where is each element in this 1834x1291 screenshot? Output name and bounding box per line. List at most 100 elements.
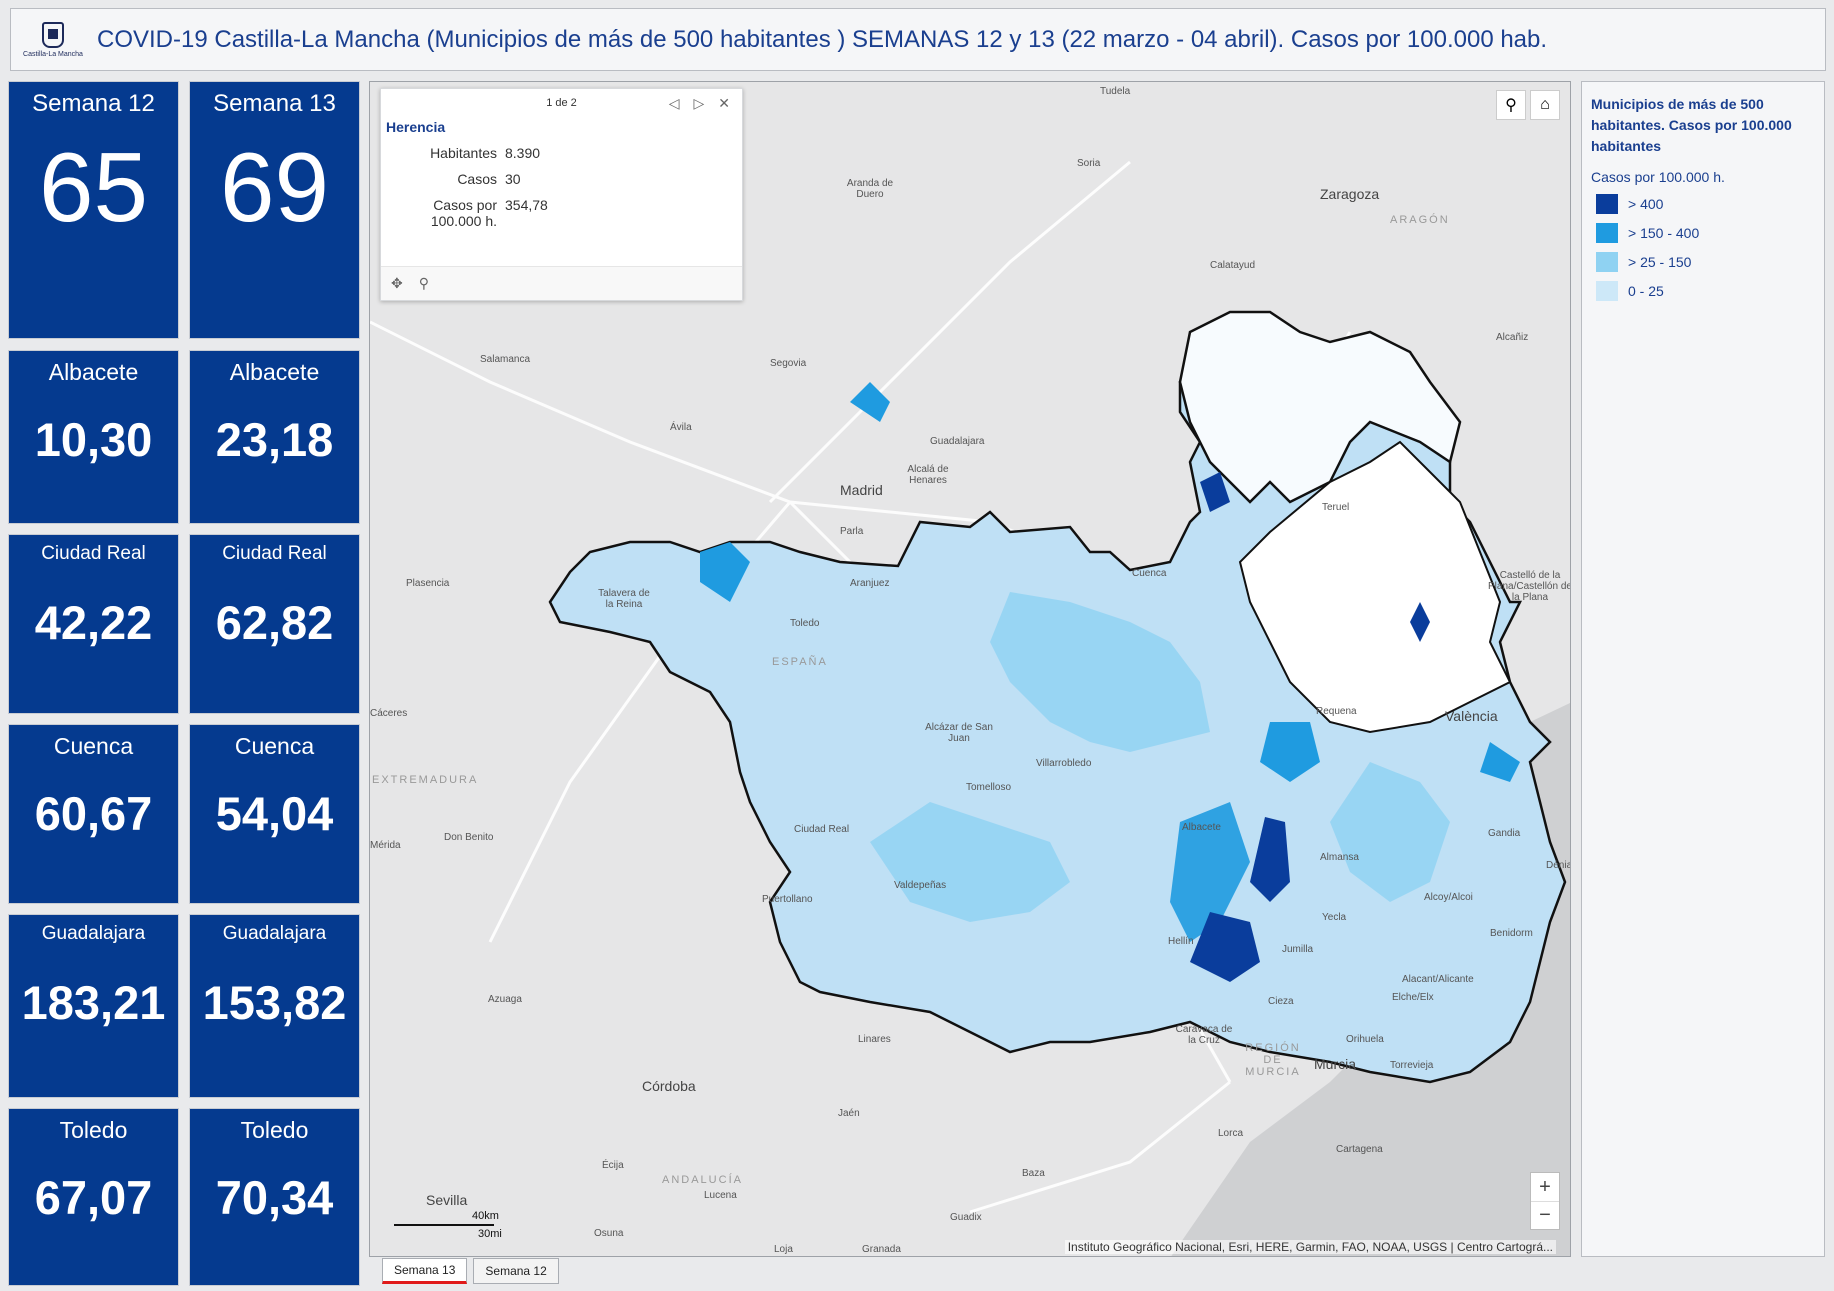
tile-guadalajara-semana-13: Guadalajara 153,82 [189,914,360,1098]
place-label: Gandia [1488,828,1521,839]
place-label: Loja [774,1244,793,1255]
place-label: Plasencia [406,578,450,589]
zoom-control: + − [1530,1172,1560,1230]
popup-title: Herencia [386,119,446,135]
popup-row-key: Casos [457,171,497,187]
place-label: Puertollano [762,894,813,905]
tile-value: 70,34 [215,1171,334,1224]
home-button[interactable]: ⌂ [1530,90,1560,120]
place-label: Cuenca [1132,568,1167,579]
map-view[interactable]: Tudela Soria Zaragoza ARAGÓN Aranda de D… [369,81,1571,1257]
pan-icon[interactable]: ✥ [391,275,403,291]
tile-semana-12: Semana 12 65 [8,81,179,339]
place-label: Osuna [594,1228,624,1239]
legend-swatch [1596,281,1618,301]
search-button[interactable]: ⚲ [1496,90,1526,120]
place-label: Elche/Elx [1392,992,1434,1003]
tab-semana-13[interactable]: Semana 13 [382,1258,468,1284]
place-label: Ávila [670,422,692,433]
popup-row: Casos 30 [381,171,742,187]
tile-value: 65 [38,132,148,242]
legend-swatch [1596,194,1618,214]
place-label: Salamanca [480,354,531,365]
place-label: Castelló de la Plana/Castellón de la Pla… [1488,570,1571,603]
coat-of-arms-icon [42,21,64,48]
place-label: Guadalajara [930,436,985,447]
place-label: Sevilla [426,1192,468,1208]
tile-value: 62,82 [215,596,334,649]
place-label: Caravaca de la Cruz [1175,1024,1233,1046]
place-label: Baza [1022,1168,1045,1179]
tile-label: Ciudad Real [222,543,327,564]
place-label: València [1445,708,1498,724]
castilla-la-mancha-logo: Castilla-La Mancha [23,15,83,65]
place-label: Calatayud [1210,260,1256,271]
place-label: Benidorm [1490,928,1533,939]
close-icon[interactable]: ✕ [718,95,730,111]
place-label: Torrevieja [1390,1060,1434,1071]
place-label: Zaragoza [1320,186,1380,202]
place-label: Linares [858,1034,891,1045]
tile-value: 183,21 [21,976,166,1029]
tile-guadalajara-semana-12: Guadalajara 183,21 [8,914,179,1098]
popup-pager: 1 de 2 [546,97,577,109]
dashboard-header: Castilla-La Mancha COVID-19 Castilla-La … [10,8,1826,71]
zoom-to-icon[interactable]: ⚲ [418,275,429,291]
tile-albacete-semana-12: Albacete 10,30 [8,350,179,524]
tile-value: 67,07 [34,1171,153,1224]
popup-row-key: Casos por 100.000 h. [430,197,497,229]
place-label: Alcoy/Alcoi [1424,892,1473,903]
place-label: Guadix [950,1212,982,1223]
tile-albacete-semana-13: Albacete 23,18 [189,350,360,524]
legend-label: > 150 - 400 [1628,225,1700,241]
legend-subtitle: Casos por 100.000 h. [1591,169,1725,185]
map-attribution: Instituto Geográfico Nacional, Esri, HER… [1064,1240,1556,1254]
popup-row: Habitantes 8.390 [381,145,742,161]
place-label: Orihuela [1346,1034,1384,1045]
tile-label: Albacete [48,359,139,385]
popup-row-value: 8.390 [505,145,541,161]
region-label: ARAGÓN [1390,214,1450,226]
place-label: Requena [1316,706,1357,717]
previous-icon[interactable]: ◁ [668,95,680,111]
next-icon[interactable]: ▷ [693,95,705,111]
place-label: Alacant/Alicante [1402,974,1474,985]
place-label: Albacete [1182,822,1221,833]
zoom-in-button[interactable]: + [1539,1175,1551,1198]
tile-label: Cuenca [53,733,134,759]
tile-label: Toledo [59,1117,128,1143]
tile-cuenca-semana-13: Cuenca 54,04 [189,724,360,904]
place-label: Alcañiz [1496,332,1529,343]
place-label: Jaén [838,1108,860,1119]
tile-value: 42,22 [34,596,153,649]
logo-text: Castilla-La Mancha [23,50,83,58]
place-label: Ciudad Real [794,824,850,835]
place-label: Almansa [1320,852,1359,863]
place-label: Mérida [370,840,401,851]
scale-km: 40km [472,1210,499,1222]
place-label: Alcázar de San Juan [925,722,993,744]
tab-semana-12[interactable]: Semana 12 [473,1258,559,1284]
place-label: Cieza [1268,996,1294,1007]
legend-label: 0 - 25 [1628,283,1664,299]
popup-row-key: Habitantes [430,145,497,161]
tile-label: Ciudad Real [41,543,146,564]
tile-semana-13: Semana 13 69 [189,81,360,339]
place-label: Jumilla [1282,944,1314,955]
region-label: REGIÓN DE MURCIA [1245,1042,1301,1078]
popup-row: Casos por 100.000 h. 354,78 [381,197,742,229]
legend-swatch [1596,252,1618,272]
tile-value: 69 [219,132,329,242]
week-tabs: Semana 13 Semana 12 [382,1258,559,1284]
tile-value: 10,30 [34,413,153,466]
place-label: Don Benito [444,832,494,843]
place-label: Dénia [1546,860,1571,871]
tile-label: Toledo [240,1117,309,1143]
legend-item: 0 - 25 [1591,281,1815,301]
page-title: COVID-19 Castilla-La Mancha (Municipios … [97,25,1548,53]
place-label: Talavera de la Reina [598,588,650,610]
legend-label: > 25 - 150 [1628,254,1692,270]
place-label: Parla [840,526,864,537]
place-label: Hellín [1168,936,1194,947]
zoom-out-button[interactable]: − [1531,1201,1559,1229]
